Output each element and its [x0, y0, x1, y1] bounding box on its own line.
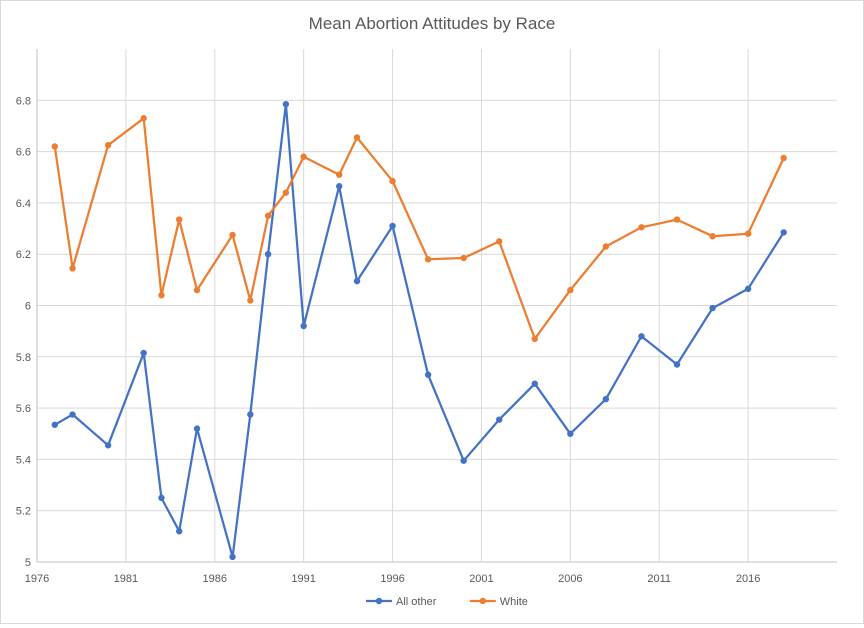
- series-0-point: [602, 395, 610, 403]
- series-1-point: [176, 216, 183, 223]
- series-0-point: [389, 222, 396, 230]
- x-tick-label: 2001: [469, 573, 493, 585]
- series-0-point: [69, 411, 76, 418]
- series-0-point: [673, 361, 681, 368]
- series-1-point: [104, 141, 112, 149]
- x-tick-label: 1996: [380, 573, 404, 585]
- series-0-point: [496, 416, 503, 423]
- series-1-point: [140, 115, 147, 122]
- series-0-point: [264, 251, 272, 258]
- series-1-point: [300, 153, 307, 160]
- series-0-point: [104, 442, 112, 449]
- series-0-point: [780, 229, 787, 236]
- series-1-point: [247, 297, 254, 304]
- series-0-point: [247, 411, 254, 418]
- series-1-point: [389, 177, 396, 185]
- series-1-point: [496, 238, 503, 245]
- series-1-point: [709, 233, 716, 240]
- x-tick-label: 1986: [203, 573, 227, 585]
- legend-item-0: All other: [366, 596, 437, 608]
- series-1-point: [460, 254, 467, 262]
- y-tick-label: 6: [25, 301, 31, 313]
- series-line-1: [53, 117, 785, 340]
- series-0-point: [424, 371, 432, 378]
- series-1-point: [51, 143, 58, 150]
- y-tick-label: 6.2: [16, 249, 31, 261]
- series-0-point: [638, 333, 645, 340]
- series-1-point: [353, 134, 361, 141]
- series-1-point: [158, 292, 165, 299]
- y-tick-label: 5: [25, 557, 31, 569]
- series-1-point: [780, 154, 787, 162]
- series-0-point: [300, 322, 307, 330]
- series-1-point: [282, 189, 290, 196]
- series-1-point: [424, 256, 432, 263]
- chart-title: Mean Abortion Attitudes by Race: [309, 14, 556, 33]
- series-0-point: [193, 425, 201, 432]
- series-0-point: [531, 380, 538, 387]
- y-tick-label: 6.8: [16, 95, 31, 107]
- legend-item-1: White: [469, 596, 528, 608]
- y-tick-label: 5.8: [16, 352, 31, 364]
- series-0-point: [282, 100, 290, 108]
- series-0-point: [353, 277, 361, 285]
- y-tick-label: 6.4: [16, 198, 31, 210]
- series-0-point: [709, 304, 716, 312]
- series-0-point: [176, 528, 183, 535]
- series-0-point: [140, 349, 147, 357]
- series-0-point: [744, 285, 752, 293]
- series-1-point: [264, 212, 272, 219]
- y-tick-label: 5.4: [16, 454, 31, 466]
- series-1-point: [602, 243, 610, 250]
- series-0-point: [460, 457, 467, 464]
- series-0-point: [51, 421, 58, 428]
- series-0-point: [336, 183, 343, 190]
- series-1-point: [336, 171, 343, 178]
- y-tick-label: 5.6: [16, 403, 31, 415]
- series-1-point: [229, 231, 236, 239]
- legend-swatch-marker: [375, 597, 383, 605]
- series-1-point: [193, 286, 201, 294]
- series-1-point: [744, 230, 752, 237]
- series-1-point: [531, 335, 538, 343]
- x-tick-label: 1981: [114, 573, 138, 585]
- series-0-point: [158, 494, 165, 502]
- legend-label: All other: [396, 596, 437, 608]
- series-1-point: [567, 286, 574, 294]
- x-tick-label: 1976: [25, 573, 49, 585]
- x-tick-label: 1991: [291, 573, 315, 585]
- legend-label: White: [500, 596, 528, 608]
- series-0-point: [229, 553, 236, 561]
- series-1-point: [673, 216, 681, 223]
- x-tick-label: 2011: [647, 573, 671, 585]
- series-1-point: [69, 265, 76, 272]
- y-tick-label: 6.6: [16, 147, 31, 159]
- series-0-point: [567, 430, 574, 437]
- legend-swatch-marker: [479, 597, 486, 605]
- series-line-0: [54, 102, 785, 559]
- y-tick-label: 5.2: [16, 506, 31, 518]
- series-1-point: [638, 224, 645, 231]
- x-tick-label: 2016: [736, 573, 760, 585]
- x-tick-label: 2006: [558, 573, 582, 585]
